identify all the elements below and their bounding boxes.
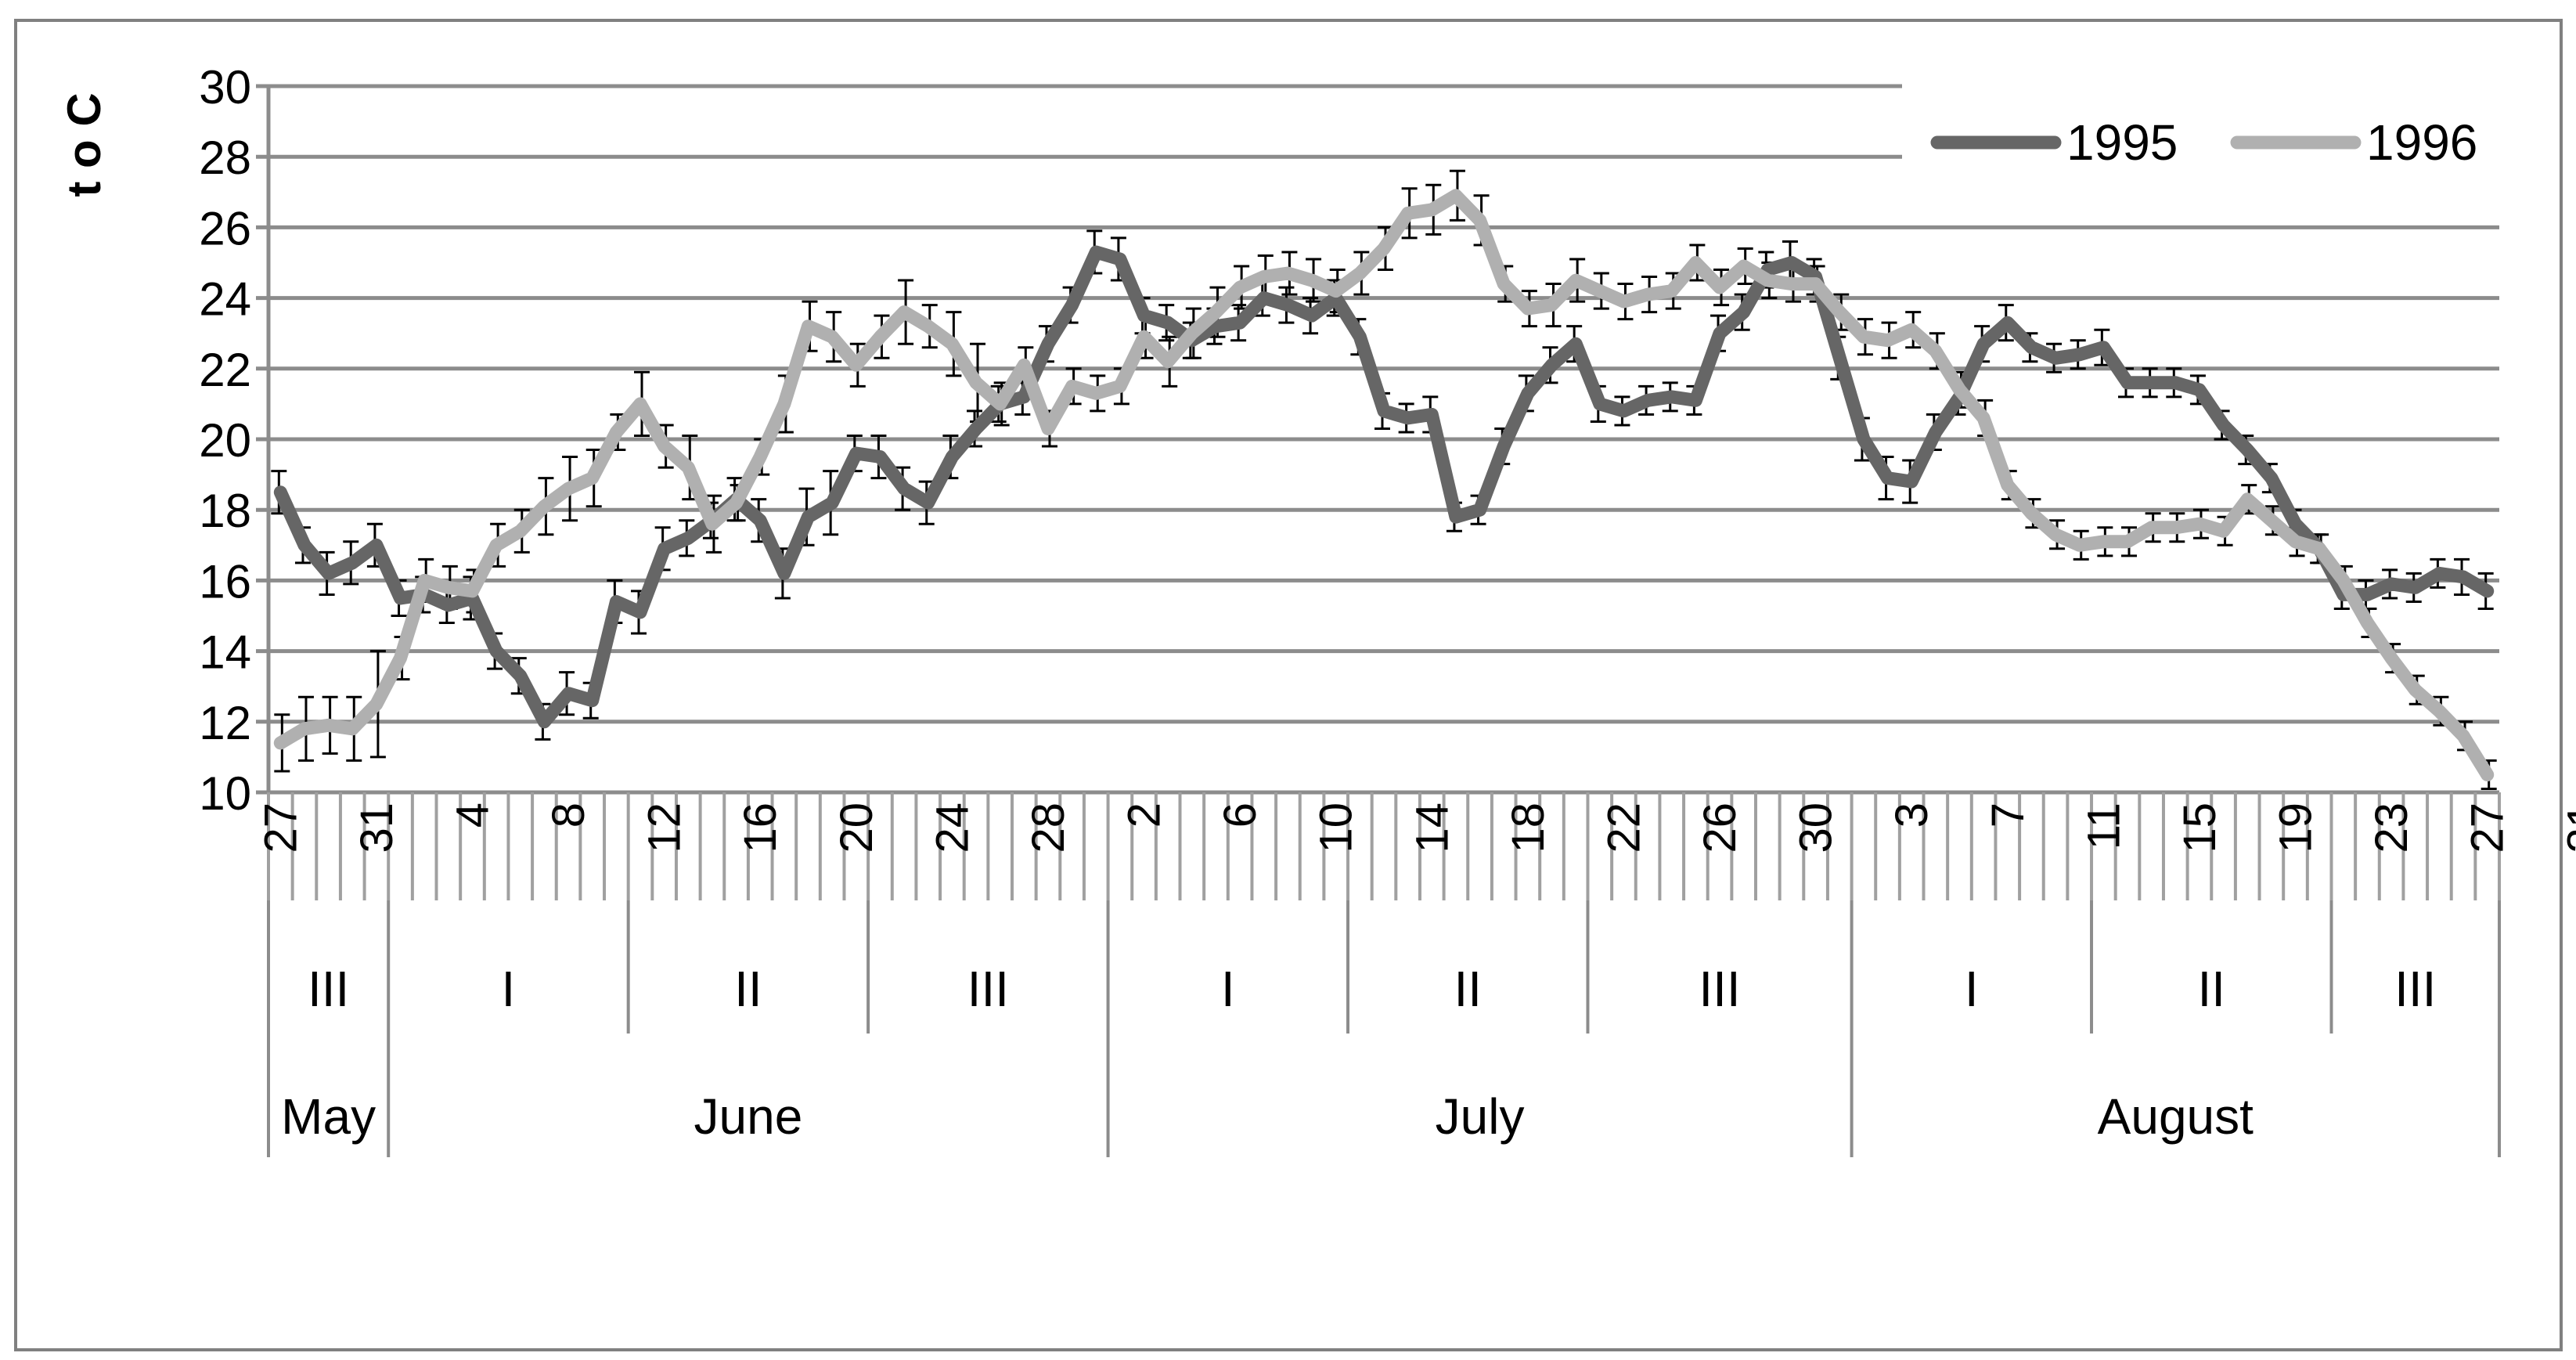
decade-label: II bbox=[1454, 961, 1482, 1017]
decade-label: I bbox=[1221, 961, 1235, 1017]
x-tick-label: 18 bbox=[1503, 803, 1554, 853]
x-tick-label: 23 bbox=[2366, 803, 2417, 853]
month-label: July bbox=[1436, 1088, 1525, 1145]
decade-label: II bbox=[734, 961, 762, 1017]
x-tick-label: 31 bbox=[2558, 803, 2576, 853]
y-tick-label: 16 bbox=[199, 555, 251, 608]
series-lines bbox=[273, 189, 2495, 781]
x-tick-label: 15 bbox=[2174, 803, 2225, 853]
y-tick-label: 24 bbox=[199, 273, 251, 326]
y-tick-label: 22 bbox=[199, 344, 251, 396]
decade-label: III bbox=[308, 961, 349, 1017]
chart-border bbox=[14, 19, 2563, 1351]
x-tick-label: 20 bbox=[831, 803, 882, 853]
decade-label: II bbox=[2197, 961, 2225, 1017]
x-tick-label: 4 bbox=[447, 803, 498, 828]
x-tick-label: 8 bbox=[543, 803, 594, 828]
y-axis-title: t o C bbox=[58, 92, 110, 197]
y-axis-ticks: 10 12 14 16 18 20 22 24 26 28 30 bbox=[199, 61, 251, 820]
x-tick-label: 7 bbox=[1983, 803, 2034, 828]
x-axis-categories: 27 31 4 8 12 16 20 24 28 2 6 10 14 18 22 26 30 3 7 11 15 19 23… bbox=[255, 792, 2576, 1157]
x-tick-label: 6 bbox=[1215, 803, 1266, 828]
month-label: June bbox=[694, 1088, 803, 1145]
x-tick-label: 30 bbox=[1791, 803, 1842, 853]
month-label: May bbox=[281, 1088, 376, 1145]
x-tick-label: 16 bbox=[735, 803, 786, 853]
x-tick-label: 22 bbox=[1598, 803, 1649, 853]
x-tick-label: 26 bbox=[1695, 803, 1746, 853]
decade-label: III bbox=[2394, 961, 2436, 1017]
x-tick-label: 12 bbox=[639, 803, 690, 853]
x-tick-label: 19 bbox=[2271, 803, 2322, 853]
x-tick-label: 14 bbox=[1407, 803, 1457, 853]
legend: 1995 1996 bbox=[1930, 114, 2477, 171]
y-tick-label: 30 bbox=[199, 61, 251, 114]
y-tick-label: 18 bbox=[199, 485, 251, 537]
decade-label: I bbox=[1965, 961, 1979, 1017]
x-tick-label: 11 bbox=[2078, 803, 2129, 850]
y-tick-label: 12 bbox=[199, 697, 251, 749]
series-line-1995 bbox=[273, 245, 2495, 729]
x-tick-label: 31 bbox=[351, 803, 402, 853]
y-tick-label: 14 bbox=[199, 626, 251, 679]
x-tick-label: 2 bbox=[1119, 803, 1170, 828]
series-line-1996 bbox=[273, 189, 2495, 781]
x-tick-label: 27 bbox=[2463, 803, 2513, 853]
decade-label: III bbox=[967, 961, 1009, 1017]
x-tick-label: 27 bbox=[255, 803, 306, 853]
x-tick-label: 10 bbox=[1311, 803, 1362, 853]
decade-label: III bbox=[1699, 961, 1740, 1017]
month-label: August bbox=[2098, 1088, 2254, 1145]
y-tick-label: 20 bbox=[199, 414, 251, 467]
legend-label: 1995 bbox=[2066, 114, 2178, 171]
y-tick-label: 10 bbox=[199, 767, 251, 820]
x-tick-label: 3 bbox=[1886, 803, 1937, 828]
decade-label: I bbox=[502, 961, 516, 1017]
x-tick-label: 24 bbox=[927, 803, 978, 853]
y-tick-label: 28 bbox=[199, 132, 251, 184]
y-tick-label: 26 bbox=[199, 202, 251, 254]
legend-label: 1996 bbox=[2366, 114, 2477, 171]
x-tick-label: 28 bbox=[1023, 803, 1074, 853]
